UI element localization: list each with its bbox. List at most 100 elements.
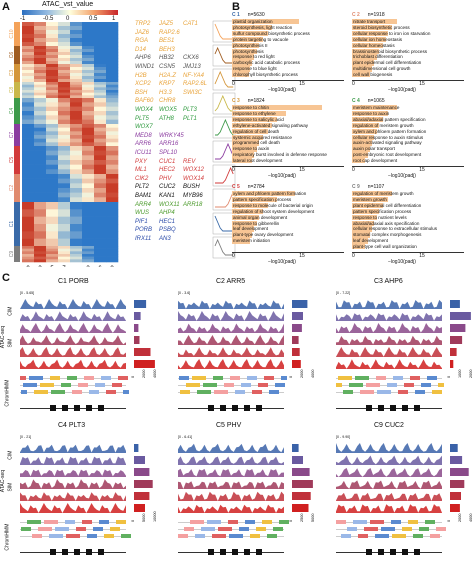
heatmap-cell <box>94 224 107 232</box>
gene-exon <box>86 549 92 555</box>
heatmap-cell <box>94 119 107 125</box>
expression-bar <box>292 360 301 368</box>
heatmap-cell <box>46 164 59 170</box>
heatmap-cell <box>22 169 35 175</box>
go-term: plant epidermal cell differentiation <box>353 202 422 208</box>
chromhmm-segment <box>429 520 435 524</box>
chromhmm-segment <box>87 534 93 538</box>
gene-label: BAM1 <box>135 193 152 199</box>
panel-a-label: A <box>2 1 10 13</box>
heatmap-cell <box>58 160 71 165</box>
go-axis-tick: 15 <box>299 81 305 87</box>
chromhmm-segment <box>431 376 437 380</box>
expression-bar <box>450 456 463 464</box>
heatmap-cell <box>34 246 47 249</box>
heatmap-cell <box>22 164 35 170</box>
cluster-label: C6 <box>9 52 15 59</box>
expression-axis-tick: 4000 <box>469 514 473 522</box>
heatmap-cell <box>34 42 47 47</box>
heatmap-cell <box>46 22 59 27</box>
heatmap-cell <box>58 92 71 96</box>
expression-bar <box>134 480 153 488</box>
chromhmm-segment <box>105 376 111 380</box>
chromhmm-segment <box>392 534 398 538</box>
heatmap-cell <box>34 155 47 161</box>
heatmap-cell <box>82 92 95 96</box>
go-term: post-embryonic root development <box>353 152 422 158</box>
heatmap-cell <box>106 49 119 53</box>
gene-exon <box>220 549 226 555</box>
chromhmm-segment <box>362 534 368 538</box>
go-axis-tick: 15 <box>419 253 425 259</box>
chromhmm-segment <box>241 383 247 387</box>
heatmap-cell <box>70 61 83 65</box>
heatmap-cell <box>82 231 95 239</box>
gene-label: H3.3 <box>159 89 172 96</box>
chromhmm-segment <box>52 520 58 524</box>
heatmap-cell <box>82 150 95 156</box>
chromhmm-segment <box>347 390 353 394</box>
expression-bar <box>292 492 311 500</box>
coverage-track <box>20 456 126 465</box>
chromhmm-segment <box>38 527 44 531</box>
heatmap-cell <box>22 38 35 43</box>
coverage-track <box>20 335 126 345</box>
chromhmm-segment <box>425 383 431 387</box>
go-term: trichoblast differentiation <box>353 54 403 60</box>
heatmap-cell <box>82 55 95 59</box>
expression-bar <box>450 504 460 512</box>
go-bar <box>232 30 268 37</box>
heatmap-cell <box>70 52 83 56</box>
chromhmm-segment <box>336 383 342 387</box>
heatmap-cell <box>106 84 119 88</box>
gene-label: CKX6 <box>183 55 199 62</box>
heatmap-cell <box>58 183 71 189</box>
cluster-bar-c9 <box>14 246 20 262</box>
heatmap-cell <box>70 87 83 91</box>
go-term: plastid organization <box>233 19 273 24</box>
gene-label: CHR8 <box>159 98 176 105</box>
gene-label: WOX4 <box>135 107 153 113</box>
expression-bar <box>450 492 461 500</box>
legend-tick-label: 1 <box>112 16 116 22</box>
heatmap-cell <box>46 79 59 83</box>
expression-bar <box>134 492 150 500</box>
go-box-c5: C 5 n=2784 xylem and phloem pattern format… <box>232 184 350 268</box>
chromhmm-segment <box>50 376 56 380</box>
heatmap-cell <box>34 202 47 210</box>
go-cluster-id: C 1 <box>232 12 240 18</box>
go-bar <box>232 191 295 197</box>
heatmap-cell <box>22 138 35 143</box>
gene-label: BES1 <box>159 38 175 45</box>
heatmap-cell <box>34 146 47 151</box>
heatmap-cell <box>22 238 35 247</box>
expression-bar <box>292 480 313 488</box>
coverage-track <box>20 347 126 357</box>
go-box-header: C 5 n=2784 <box>232 184 265 190</box>
heatmap-cell <box>22 256 35 260</box>
heatmap-cell <box>70 178 83 184</box>
chromhmm-segment <box>413 534 419 538</box>
chromhmm-segment <box>197 390 203 394</box>
chromhmm-segment <box>349 383 355 387</box>
heatmap-cell <box>22 95 35 99</box>
heatmap-cell <box>94 55 107 59</box>
heatmap-cell <box>106 73 119 77</box>
heatmap-cell <box>58 106 71 112</box>
heatmap-cell <box>82 84 95 88</box>
heatmap-cell <box>106 160 119 165</box>
heatmap-cell <box>70 34 83 39</box>
go-bar <box>352 24 393 31</box>
heatmap-cell <box>106 251 119 255</box>
gene-label: WOX7 <box>135 124 153 131</box>
go-box-c4: C 4 n=1065 meristem maintenance response to… <box>352 98 470 182</box>
heatmap-cell <box>34 254 47 257</box>
coverage-track <box>20 299 126 309</box>
go-bar <box>232 24 273 31</box>
heatmap-cell <box>82 197 95 203</box>
go-term: abaxial/adaxial axis specification <box>353 220 420 226</box>
heatmap-cell <box>46 95 59 99</box>
gene-label: AN3 <box>159 236 171 242</box>
heatmap-cell <box>94 197 107 203</box>
heatmap-cell <box>34 92 47 96</box>
